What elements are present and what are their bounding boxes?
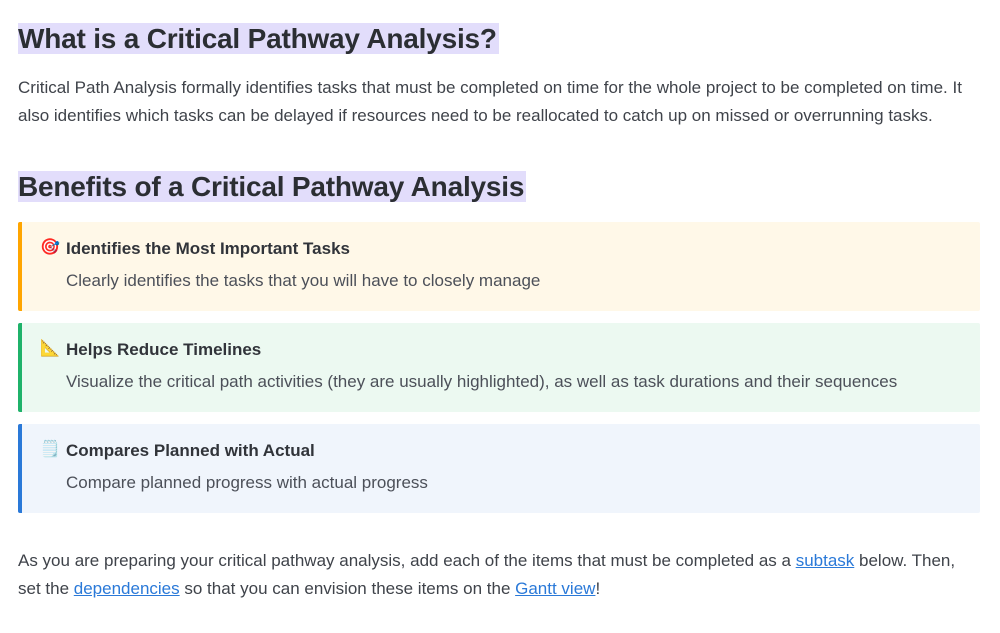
callout-body: Identifies the Most Important Tasks Clear… (66, 236, 962, 293)
section-what-is: What is a Critical Pathway Analysis? Cri… (18, 18, 980, 130)
heading-what-is: What is a Critical Pathway Analysis? (18, 23, 499, 54)
callout-block: 🎯Identifies the Most Important Tasks Clea… (18, 222, 980, 311)
callout-desc: Clearly identifies the tasks that you wi… (66, 268, 962, 294)
heading-benefits: Benefits of a Critical Pathway Analysis (18, 171, 526, 202)
section-benefits: Benefits of a Critical Pathway Analysis … (18, 166, 980, 513)
closing-paragraph: As you are preparing your critical pathw… (18, 547, 980, 603)
callout-icon: 🗒️ (40, 439, 66, 461)
callout-icon: 🎯 (40, 237, 66, 259)
callout-title: Identifies the Most Important Tasks (66, 236, 962, 262)
link-dependencies[interactable]: dependencies (74, 579, 180, 598)
callouts-list: 🎯Identifies the Most Important Tasks Clea… (18, 222, 980, 513)
callout-body: Compares Planned with Actual Compare plan… (66, 438, 962, 495)
closing-text: so that you can envision these items on … (180, 579, 515, 598)
callout-icon: 📐 (40, 338, 66, 360)
link-gantt-view[interactable]: Gantt view (515, 579, 595, 598)
link-subtask[interactable]: subtask (796, 551, 855, 570)
callout-title: Compares Planned with Actual (66, 438, 962, 464)
callout-block: 📐Helps Reduce Timelines Visualize the cri… (18, 323, 980, 412)
callout-body: Helps Reduce Timelines Visualize the crit… (66, 337, 962, 394)
closing-text: ! (595, 579, 600, 598)
callout-title: Helps Reduce Timelines (66, 337, 962, 363)
callout-block: 🗒️Compares Planned with Actual Compare pl… (18, 424, 980, 513)
callout-desc: Visualize the critical path activities (… (66, 369, 962, 395)
intro-paragraph: Critical Path Analysis formally identifi… (18, 74, 980, 130)
closing-text: As you are preparing your critical pathw… (18, 551, 796, 570)
callout-desc: Compare planned progress with actual pro… (66, 470, 962, 496)
